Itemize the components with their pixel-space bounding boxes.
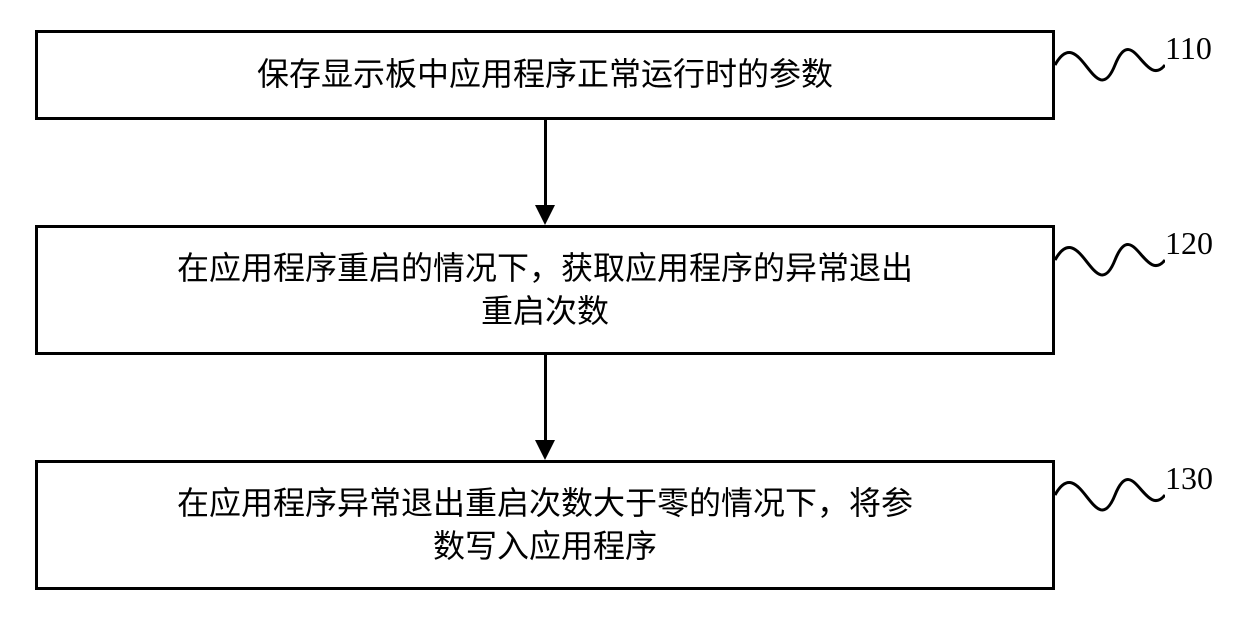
swash-130 xyxy=(1055,460,1165,530)
swash-120 xyxy=(1055,225,1165,295)
edge-110-120-head xyxy=(535,205,555,225)
label-110: 110 xyxy=(1165,30,1212,67)
node-120-text: 在应用程序重启的情况下，获取应用程序的异常退出 重启次数 xyxy=(177,247,913,333)
edge-110-120-line xyxy=(544,120,547,205)
label-130: 130 xyxy=(1165,460,1213,497)
node-110-text: 保存显示板中应用程序正常运行时的参数 xyxy=(257,53,833,96)
label-120: 120 xyxy=(1165,225,1213,262)
node-130-text: 在应用程序异常退出重启次数大于零的情况下，将参 数写入应用程序 xyxy=(177,482,913,568)
flowchart-node-110: 保存显示板中应用程序正常运行时的参数 xyxy=(35,30,1055,120)
flowchart-node-120: 在应用程序重启的情况下，获取应用程序的异常退出 重启次数 xyxy=(35,225,1055,355)
flowchart-node-130: 在应用程序异常退出重启次数大于零的情况下，将参 数写入应用程序 xyxy=(35,460,1055,590)
swash-110 xyxy=(1055,30,1165,100)
edge-120-130-line xyxy=(544,355,547,440)
flowchart-canvas: 保存显示板中应用程序正常运行时的参数 110 在应用程序重启的情况下，获取应用程… xyxy=(0,0,1240,637)
edge-120-130-head xyxy=(535,440,555,460)
